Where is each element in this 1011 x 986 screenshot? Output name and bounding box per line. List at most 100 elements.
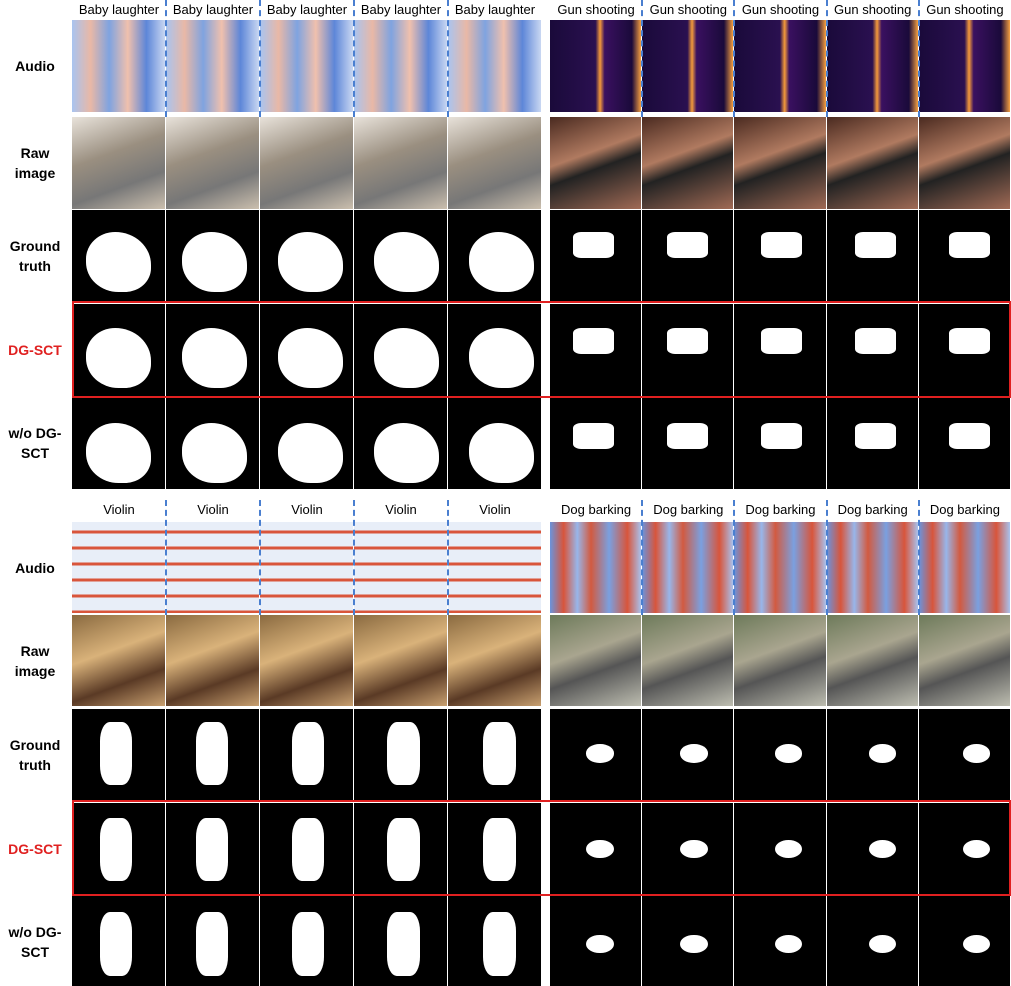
column-label: Baby laughter (260, 0, 354, 20)
raw-image (72, 615, 166, 706)
mask-blob (586, 935, 613, 953)
mask-blob (86, 423, 151, 483)
mask-blob (182, 232, 247, 292)
baseline-mask (260, 896, 354, 986)
column-label: Dog barking (642, 500, 734, 520)
ground-truth-mask (72, 709, 166, 800)
baseline-mask (827, 896, 919, 986)
mask-blob (100, 722, 133, 786)
audio-spectrogram (72, 522, 166, 613)
mask-blob (374, 423, 439, 483)
ground-truth-mask (734, 210, 826, 302)
ground-truth-mask (827, 709, 919, 800)
row-label: DG-SCT (4, 803, 66, 894)
highlight-box (72, 301, 1011, 398)
baseline-mask (448, 397, 542, 489)
mask-blob (573, 423, 614, 449)
column-divider (918, 500, 920, 615)
column-divider (641, 0, 643, 117)
raw-image (827, 615, 919, 706)
raw-image (642, 117, 734, 209)
mask-blob (855, 423, 896, 449)
audio-spectrogram (448, 20, 542, 112)
mask-blob (469, 423, 534, 483)
column-divider (447, 500, 449, 615)
column-divider (259, 500, 261, 615)
ground-truth-mask (734, 709, 826, 800)
ground-truth-mask (827, 210, 919, 302)
baseline-mask (734, 896, 826, 986)
mask-blob (278, 423, 343, 483)
raw-image (448, 117, 542, 209)
row-label: Ground truth (4, 210, 66, 302)
column-divider (733, 500, 735, 615)
mask-blob (963, 935, 990, 953)
column-divider (259, 0, 261, 117)
column-label: Violin (166, 500, 260, 520)
mask-blob (667, 232, 708, 258)
column-divider (826, 0, 828, 117)
mask-blob (855, 232, 896, 258)
mask-blob (775, 935, 802, 953)
column-label: Violin (354, 500, 448, 520)
audio-spectrogram (354, 20, 448, 112)
audio-spectrogram (827, 522, 919, 613)
mask-blob (182, 423, 247, 483)
mask-blob (196, 912, 229, 976)
raw-image (354, 117, 448, 209)
row-label: w/o DG-SCT (4, 397, 66, 489)
raw-image (166, 615, 260, 706)
mask-blob (483, 912, 516, 976)
audio-spectrogram (166, 522, 260, 613)
column-label: Dog barking (550, 500, 642, 520)
column-divider (733, 0, 735, 117)
audio-spectrogram (448, 522, 542, 613)
ground-truth-mask (642, 709, 734, 800)
baseline-mask (550, 896, 642, 986)
raw-image (642, 615, 734, 706)
audio-spectrogram (734, 522, 826, 613)
audio-spectrogram (166, 20, 260, 112)
baseline-mask (642, 397, 734, 489)
mask-blob (483, 722, 516, 786)
mask-blob (573, 232, 614, 258)
column-divider (353, 500, 355, 615)
mask-blob (761, 423, 802, 449)
baseline-mask (919, 896, 1011, 986)
mask-blob (387, 722, 420, 786)
audio-spectrogram (550, 20, 642, 112)
ground-truth-mask (550, 709, 642, 800)
mask-blob (963, 744, 990, 762)
column-divider (353, 0, 355, 117)
column-label: Gun shooting (827, 0, 919, 20)
highlight-box (72, 800, 1011, 896)
baseline-mask (354, 896, 448, 986)
baseline-mask (166, 896, 260, 986)
mask-blob (469, 232, 534, 292)
column-divider (918, 0, 920, 117)
raw-image (734, 615, 826, 706)
audio-spectrogram (260, 522, 354, 613)
raw-image (448, 615, 542, 706)
mask-blob (86, 232, 151, 292)
mask-blob (100, 912, 133, 976)
mask-blob (374, 232, 439, 292)
mask-blob (586, 744, 613, 762)
baseline-mask (827, 397, 919, 489)
mask-blob (680, 935, 707, 953)
mask-blob (869, 744, 896, 762)
audio-spectrogram (919, 20, 1011, 112)
ground-truth-mask (260, 709, 354, 800)
raw-image (354, 615, 448, 706)
raw-image (550, 117, 642, 209)
mask-blob (949, 232, 990, 258)
ground-truth-mask (919, 709, 1011, 800)
mask-blob (775, 744, 802, 762)
mask-blob (196, 722, 229, 786)
audio-spectrogram (642, 20, 734, 112)
column-label: Gun shooting (550, 0, 642, 20)
ground-truth-mask (448, 709, 542, 800)
column-divider (165, 500, 167, 615)
column-label: Violin (72, 500, 166, 520)
ground-truth-mask (260, 210, 354, 302)
